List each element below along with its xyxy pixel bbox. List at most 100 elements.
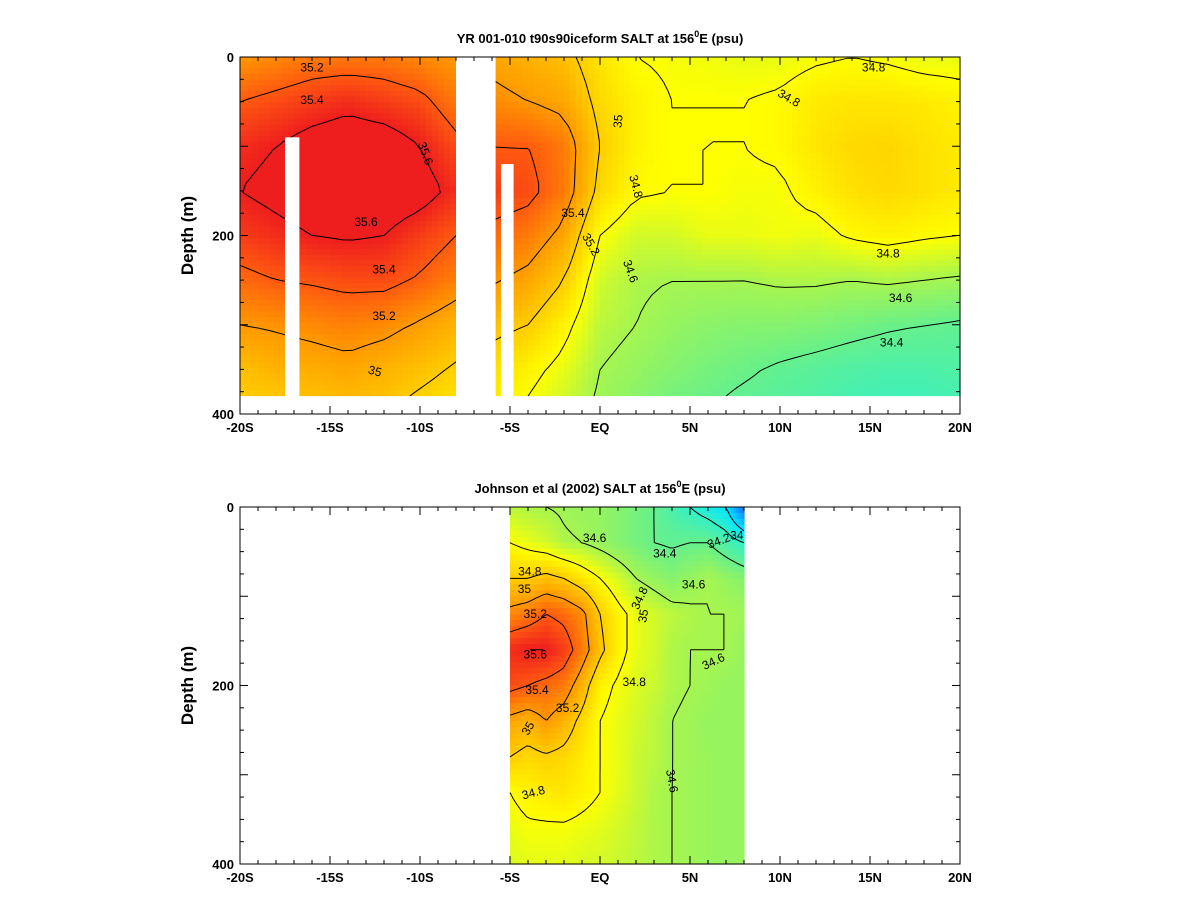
field-cell (582, 73, 589, 81)
field-cell (342, 254, 349, 262)
field-cell (324, 96, 331, 103)
field-cell (606, 260, 613, 267)
field-cell (420, 119, 427, 126)
field-cell (714, 90, 721, 98)
field-cell (636, 322, 643, 329)
field-cell (330, 141, 337, 149)
field-cell (306, 379, 313, 386)
field-cell (624, 198, 631, 205)
field-cell (540, 113, 547, 120)
field-cell (300, 305, 307, 312)
field-cell (678, 79, 685, 86)
field-cell (246, 226, 253, 233)
field-cell (570, 62, 577, 69)
field-cell (516, 102, 523, 109)
field-cell (552, 124, 559, 132)
field-cell (678, 158, 685, 165)
field-cell (702, 192, 709, 199)
field-cell (384, 187, 391, 194)
field-cell (330, 237, 337, 245)
field-cell (738, 102, 745, 109)
field-cell (630, 96, 637, 103)
field-cell (654, 322, 661, 329)
field-cell (636, 187, 643, 194)
field-cell (570, 254, 577, 262)
field-cell (606, 237, 613, 245)
field-cell (540, 164, 547, 171)
field-cell (336, 350, 343, 358)
field-cell (654, 62, 661, 69)
field-cell (534, 141, 541, 149)
field-cell (240, 164, 247, 171)
field-cell (582, 226, 589, 233)
field-cell (672, 254, 679, 262)
field-cell (318, 373, 325, 380)
field-cell (528, 192, 535, 199)
field-cell (630, 175, 637, 182)
field-cell (534, 170, 541, 177)
field-cell (702, 62, 709, 69)
field-cell (624, 153, 631, 160)
field-cell (366, 277, 373, 284)
field-cell (426, 85, 433, 92)
field-cell (558, 90, 565, 98)
field-cell (270, 209, 277, 216)
field-cell (390, 175, 397, 182)
field-cell (618, 164, 625, 171)
field-cell (258, 181, 265, 188)
field-cell (612, 164, 619, 171)
field-cell (402, 226, 409, 233)
field-cell (378, 322, 385, 329)
field-cell (654, 170, 661, 177)
field-cell (690, 147, 697, 154)
field-cell (408, 96, 415, 103)
field-cell (450, 249, 457, 256)
field-cell (450, 277, 457, 284)
field-cell (330, 57, 337, 64)
field-cell (570, 390, 577, 397)
field-cell (534, 79, 541, 86)
field-cell (402, 249, 409, 256)
field-cell (258, 277, 265, 284)
field-cell (558, 198, 565, 205)
field-cell (348, 390, 355, 397)
field-cell (414, 96, 421, 103)
field-cell (312, 260, 319, 267)
field-cell (294, 79, 301, 86)
field-cell (666, 209, 673, 216)
field-cell (246, 237, 253, 245)
field-cell (342, 147, 349, 154)
field-cell (336, 362, 343, 369)
field-cell (714, 130, 721, 137)
field-cell (426, 305, 433, 312)
field-cell (534, 198, 541, 205)
field-cell (420, 300, 427, 307)
field-cell (726, 136, 733, 143)
field-cell (552, 271, 559, 279)
field-cell (318, 237, 325, 245)
field-cell (396, 198, 403, 205)
field-cell (516, 288, 523, 295)
field-cell (720, 215, 727, 222)
field-cell (252, 209, 259, 216)
field-cell (696, 158, 703, 165)
field-cell (312, 333, 319, 341)
field-cell (540, 107, 547, 115)
field-cell (276, 215, 283, 222)
field-cell (516, 373, 523, 380)
field-cell (408, 356, 415, 363)
field-cell (594, 96, 601, 103)
field-cell (420, 328, 427, 335)
field-cell (570, 333, 577, 341)
field-cell (426, 96, 433, 103)
field-cell (438, 113, 445, 120)
field-cell (558, 232, 565, 239)
field-cell (690, 90, 697, 98)
field-cell (336, 215, 343, 222)
field-cell (414, 260, 421, 267)
field-cell (240, 147, 247, 154)
field-cell (318, 113, 325, 120)
field-cell (444, 192, 451, 199)
field-cell (438, 384, 445, 392)
field-cell (630, 237, 637, 245)
